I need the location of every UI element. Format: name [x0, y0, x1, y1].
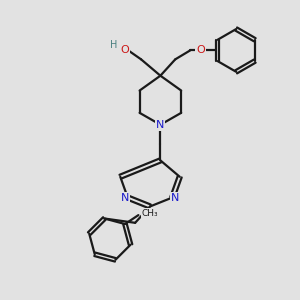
Text: H: H: [110, 40, 117, 50]
Text: N: N: [171, 193, 179, 202]
Text: N: N: [156, 120, 165, 130]
Text: CH₃: CH₃: [141, 209, 158, 218]
Text: O: O: [120, 45, 129, 56]
Text: O: O: [196, 45, 205, 56]
Text: N: N: [121, 193, 129, 202]
